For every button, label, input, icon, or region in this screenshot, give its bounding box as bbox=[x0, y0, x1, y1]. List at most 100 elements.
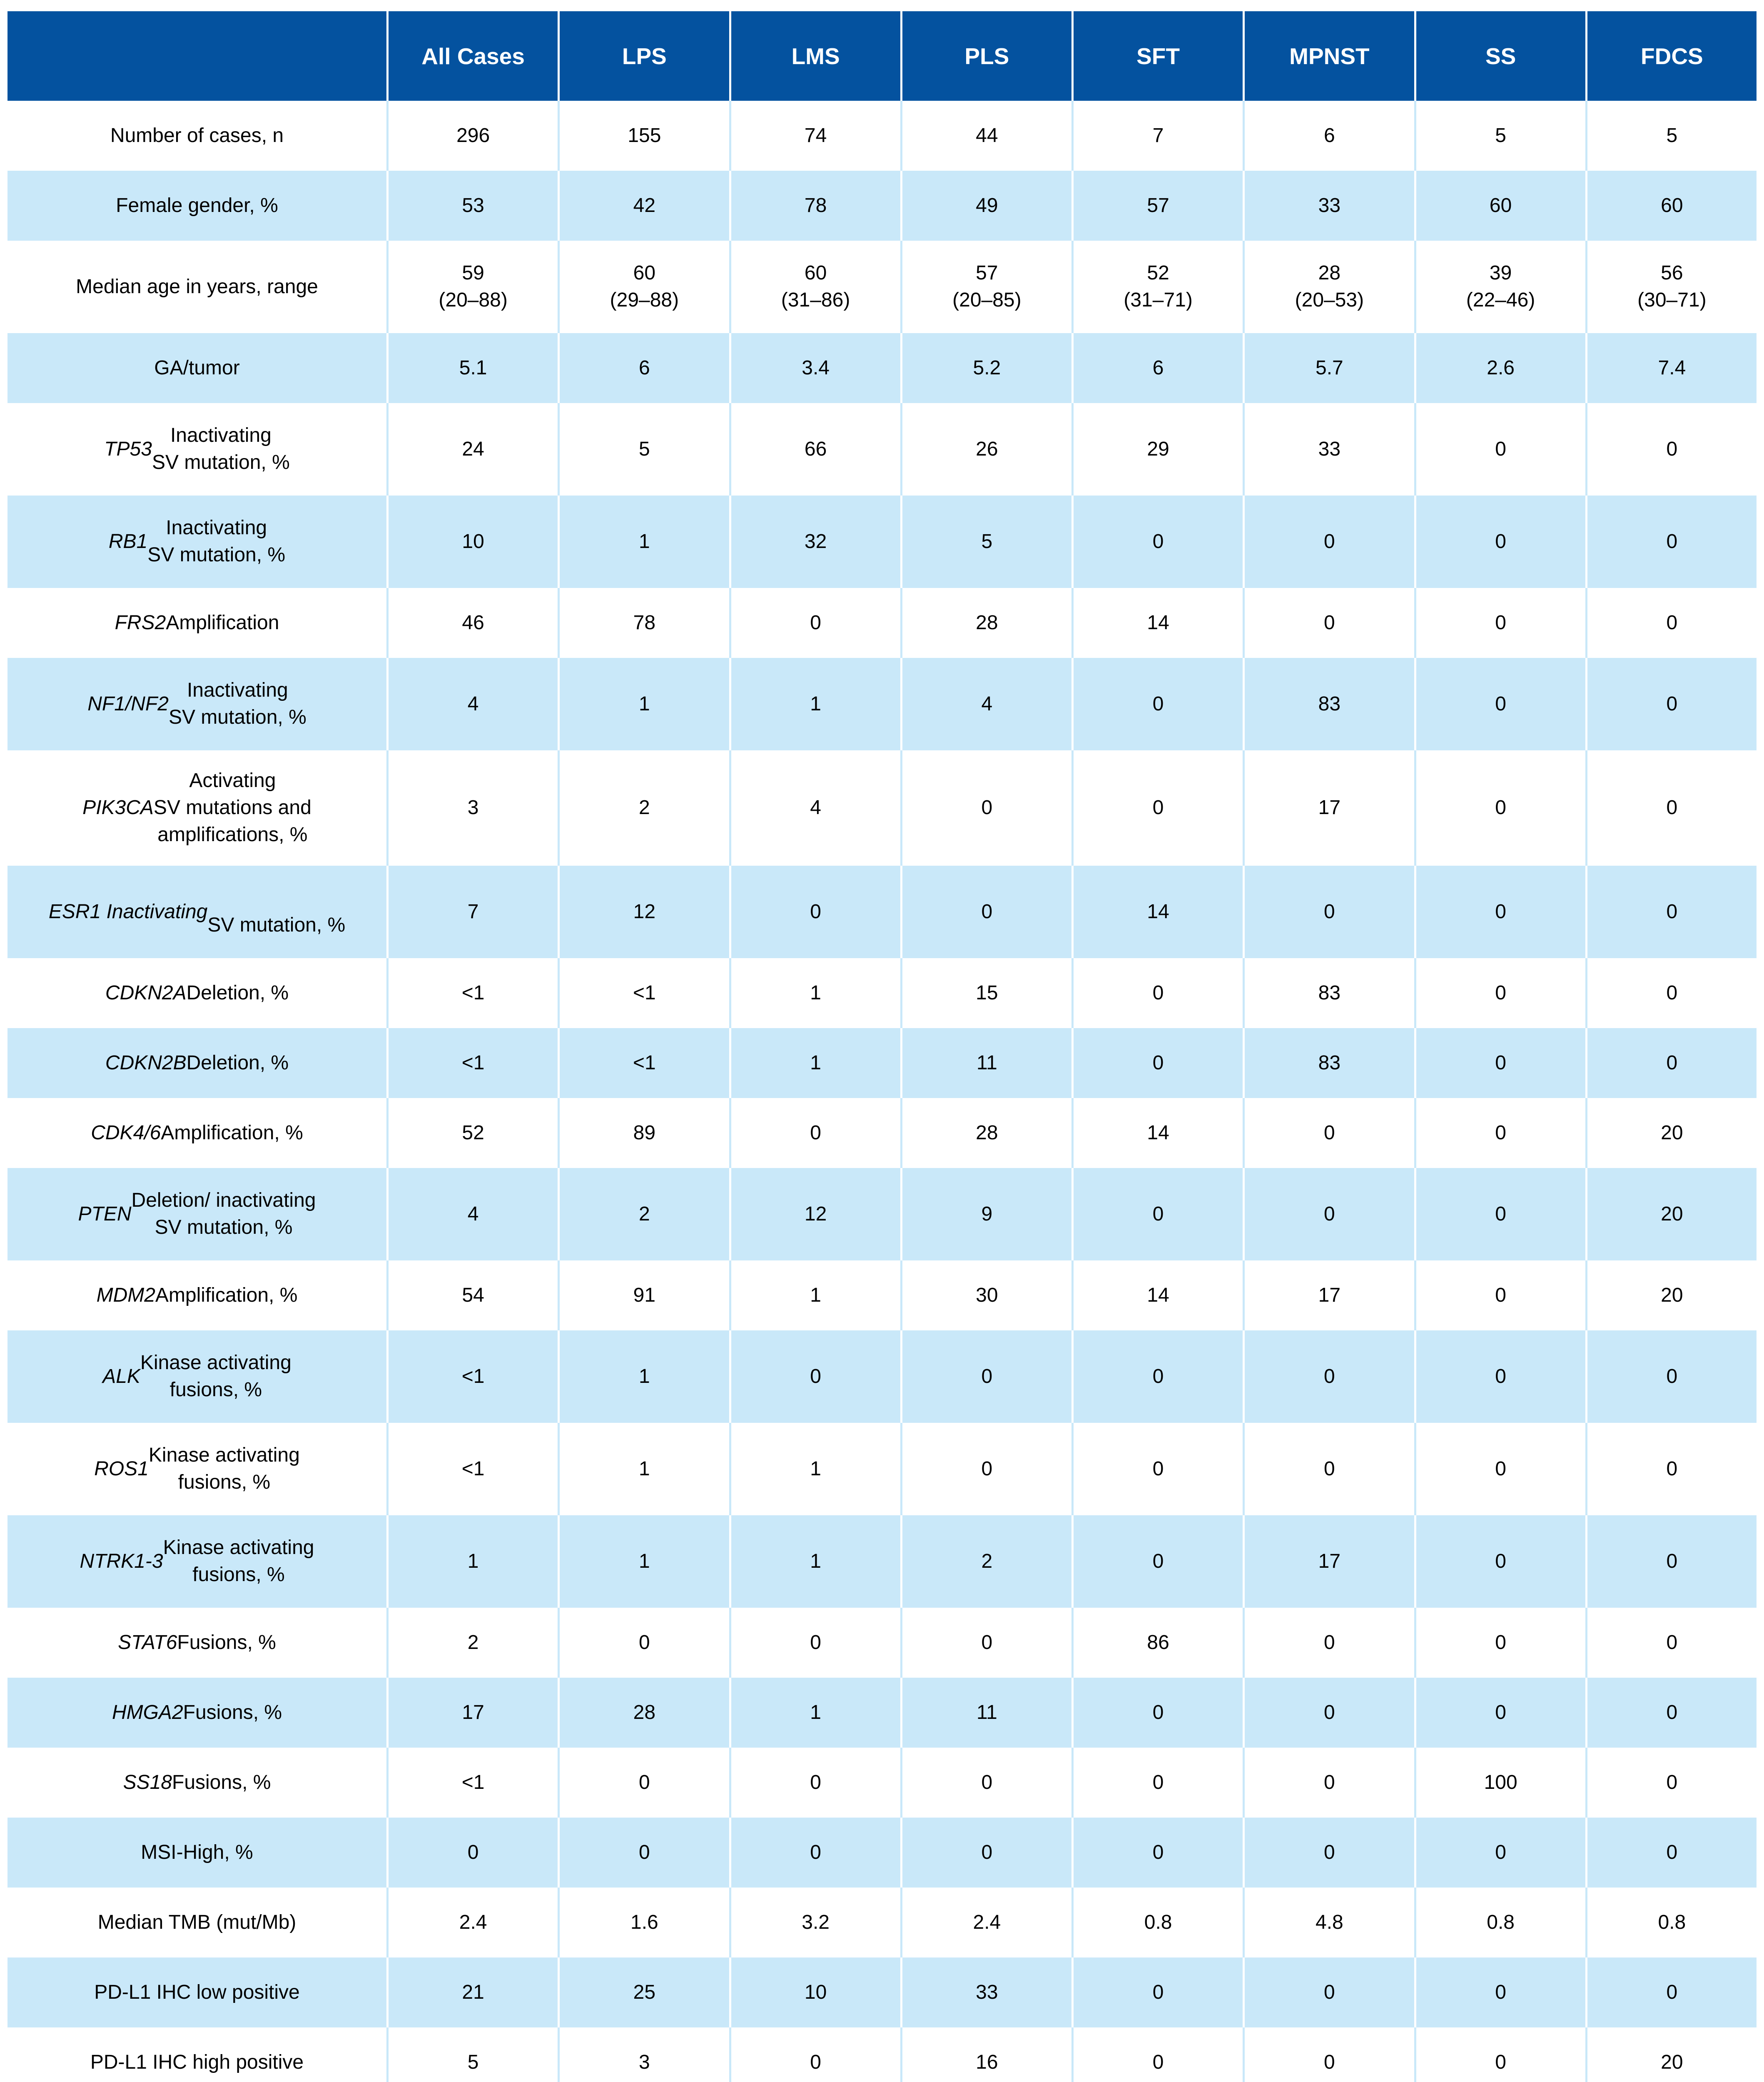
cell-value: 0 bbox=[902, 1423, 1074, 1515]
cell-value: 0 bbox=[1587, 866, 1757, 958]
cell-value: 0 bbox=[1416, 1423, 1587, 1515]
table-row: SS18 Fusions, % <1 0 0 0 0 0 100 0 bbox=[7, 1748, 1757, 1818]
cell-value: 33 bbox=[1245, 171, 1416, 241]
cell-value: 4 bbox=[902, 658, 1074, 750]
header-cell: All Cases bbox=[389, 11, 560, 101]
cell-value: 60 (29–88) bbox=[560, 241, 731, 333]
cell-value: 25 bbox=[560, 1957, 731, 2027]
table-row: CDK4/6 Amplification, % 52 89 0 28 14 0 0 20 bbox=[7, 1098, 1757, 1168]
row-label-rest: Number of cases, n bbox=[110, 124, 284, 147]
cell-value: 0 bbox=[731, 1818, 902, 1888]
row-label-gene: RB1 bbox=[108, 530, 148, 553]
cell-value: 44 bbox=[902, 101, 1074, 171]
row-label: MSI-High, % bbox=[7, 1818, 389, 1888]
cell-value: 0 bbox=[1074, 1330, 1245, 1423]
cell-value: 66 bbox=[731, 403, 902, 496]
cell-value: 0 bbox=[1416, 496, 1587, 588]
cell-value: 0 bbox=[1416, 750, 1587, 866]
row-label: STAT6 Fusions, % bbox=[7, 1608, 389, 1678]
table-row: MDM2 Amplification, % 54 91 1 30 14 17 0 20 bbox=[7, 1260, 1757, 1330]
cell-value: 46 bbox=[389, 588, 560, 658]
cell-value: 0 bbox=[1245, 1818, 1416, 1888]
cell-value: 2 bbox=[560, 1168, 731, 1260]
cell-value: 16 bbox=[902, 2027, 1074, 2082]
cell-value: 0 bbox=[1416, 1818, 1587, 1888]
cell-value: 0 bbox=[1587, 1608, 1757, 1678]
cell-value: 33 bbox=[902, 1957, 1074, 2027]
sarcoma-genomics-table: All Cases LPS LMS PLS SFT MPNST SS FDCS Number … bbox=[7, 11, 1757, 2082]
cell-value: 0.8 bbox=[1074, 1888, 1245, 1957]
row-label-gene: ALK bbox=[102, 1365, 140, 1387]
cell-value: 0 bbox=[1587, 1028, 1757, 1098]
cell-value: 0 bbox=[731, 588, 902, 658]
cell-value: 5 bbox=[560, 403, 731, 496]
cell-value: 0 bbox=[1587, 1748, 1757, 1818]
cell-value: 6 bbox=[1074, 333, 1245, 403]
cell-value: 0 bbox=[1416, 1260, 1587, 1330]
row-label-rest: Kinase activating fusions, % bbox=[163, 1537, 314, 1586]
cell-value: 0 bbox=[1587, 1515, 1757, 1608]
cell-value: 0 bbox=[902, 1748, 1074, 1818]
cell-value: 0 bbox=[1416, 2027, 1587, 2082]
cell-value: 0 bbox=[1074, 1748, 1245, 1818]
cell-value: 0 bbox=[1074, 1423, 1245, 1515]
cell-value: 0 bbox=[1587, 1818, 1757, 1888]
table-row: PD-L1 IHC low positive 21 25 10 33 0 0 0 0 bbox=[7, 1957, 1757, 2027]
row-label: NTRK1-3 Kinase activating fusions, % bbox=[7, 1515, 389, 1608]
cell-value: 0 bbox=[1245, 1957, 1416, 2027]
row-label-rest: Female gender, % bbox=[116, 194, 278, 217]
cell-value: 2 bbox=[560, 750, 731, 866]
row-label: PD-L1 IHC high positive bbox=[7, 2027, 389, 2082]
cell-value: 0 bbox=[1587, 1678, 1757, 1748]
row-label-rest: Median age in years, range bbox=[76, 275, 318, 298]
cell-value: 29 bbox=[1074, 403, 1245, 496]
row-label-gene: FRS2 bbox=[115, 611, 166, 634]
cell-value: 21 bbox=[389, 1957, 560, 2027]
cell-value: 59 (20–88) bbox=[389, 241, 560, 333]
cell-value: 26 bbox=[902, 403, 1074, 496]
row-label: CDK4/6 Amplification, % bbox=[7, 1098, 389, 1168]
cell-value: 0 bbox=[1074, 1515, 1245, 1608]
cell-value: 5 bbox=[389, 2027, 560, 2082]
cell-value: 7 bbox=[1074, 101, 1245, 171]
table-row: PIK3CA Activating SV mutations and ampli… bbox=[7, 750, 1757, 866]
cell-value: <1 bbox=[560, 1028, 731, 1098]
cell-value: 0 bbox=[1074, 1818, 1245, 1888]
cell-value: 0 bbox=[902, 1818, 1074, 1888]
cell-value: 155 bbox=[560, 101, 731, 171]
header-cell: SS bbox=[1416, 11, 1587, 101]
row-label: PD-L1 IHC low positive bbox=[7, 1957, 389, 2027]
cell-value: 0 bbox=[1416, 1608, 1587, 1678]
cell-value: 28 bbox=[902, 588, 1074, 658]
row-label-rest: SV mutation, % bbox=[207, 914, 346, 936]
cell-value: 20 bbox=[1587, 2027, 1757, 2082]
cell-value: 11 bbox=[902, 1678, 1074, 1748]
cell-value: 4 bbox=[731, 750, 902, 866]
cell-value: 1 bbox=[731, 1260, 902, 1330]
row-label-rest: Kinase activating fusions, % bbox=[148, 1444, 300, 1493]
table-row: ESR1 Inactivating SV mutation, % 7 12 0 0 14… bbox=[7, 866, 1757, 958]
row-label-gene: CDKN2B bbox=[105, 1051, 187, 1074]
table-row: ALK Kinase activating fusions, % <1 1 0 0 0 0… bbox=[7, 1330, 1757, 1423]
cell-value: 10 bbox=[389, 496, 560, 588]
cell-value: 0 bbox=[1074, 1957, 1245, 2027]
cell-value: 0 bbox=[1074, 1028, 1245, 1098]
cell-value: 1 bbox=[389, 1515, 560, 1608]
row-label-rest: Activating SV mutations and amplificatio… bbox=[153, 770, 311, 846]
cell-value: 12 bbox=[731, 1168, 902, 1260]
cell-value: 14 bbox=[1074, 866, 1245, 958]
row-label-rest: PD-L1 IHC high positive bbox=[90, 2051, 304, 2073]
cell-value: 53 bbox=[389, 171, 560, 241]
row-label-rest: Fusions, % bbox=[177, 1631, 276, 1654]
cell-value: 83 bbox=[1245, 658, 1416, 750]
cell-value: 5.1 bbox=[389, 333, 560, 403]
row-label-rest: Deletion, % bbox=[186, 1051, 289, 1074]
cell-value: 20 bbox=[1587, 1260, 1757, 1330]
cell-value: 30 bbox=[902, 1260, 1074, 1330]
cell-value: 57 (20–85) bbox=[902, 241, 1074, 333]
cell-value: 17 bbox=[1245, 1515, 1416, 1608]
table-row: CDKN2A Deletion, % <1 <1 1 15 0 83 0 0 bbox=[7, 958, 1757, 1028]
cell-value: 54 bbox=[389, 1260, 560, 1330]
table-row: Median age in years, range 59 (20–88) 60 … bbox=[7, 241, 1757, 333]
